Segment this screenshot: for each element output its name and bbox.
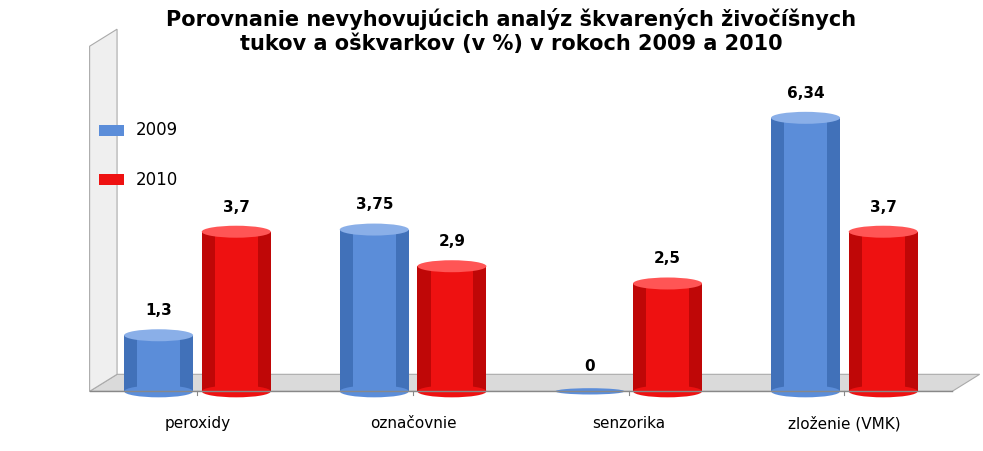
- Text: 2,5: 2,5: [654, 251, 681, 266]
- Ellipse shape: [202, 226, 270, 238]
- Text: 0: 0: [585, 359, 596, 374]
- Polygon shape: [473, 266, 487, 391]
- Polygon shape: [418, 266, 487, 391]
- Polygon shape: [340, 230, 409, 391]
- Polygon shape: [633, 284, 702, 391]
- Polygon shape: [180, 335, 193, 391]
- Polygon shape: [89, 29, 117, 391]
- Ellipse shape: [124, 385, 193, 397]
- Ellipse shape: [340, 224, 409, 235]
- Text: 3,7: 3,7: [870, 199, 896, 215]
- Text: 2,9: 2,9: [438, 234, 465, 249]
- Text: zloženie (VMK): zloženie (VMK): [788, 416, 900, 432]
- Ellipse shape: [124, 329, 193, 341]
- Ellipse shape: [848, 385, 918, 397]
- Text: 2010: 2010: [136, 170, 178, 189]
- Polygon shape: [99, 174, 124, 185]
- Polygon shape: [418, 266, 431, 391]
- Polygon shape: [904, 232, 918, 391]
- Text: peroxidy: peroxidy: [164, 416, 230, 431]
- Polygon shape: [202, 232, 270, 391]
- Polygon shape: [124, 335, 193, 391]
- Text: Porovnanie nevyhovujúcich analýz škvarených živočíšnych
tukov a oškvarkov (v %) : Porovnanie nevyhovujúcich analýz škvaren…: [166, 8, 856, 54]
- Ellipse shape: [418, 385, 487, 397]
- Ellipse shape: [340, 385, 409, 397]
- Polygon shape: [202, 232, 215, 391]
- Ellipse shape: [418, 260, 487, 272]
- Polygon shape: [633, 284, 646, 391]
- Text: 6,34: 6,34: [786, 86, 825, 101]
- Polygon shape: [89, 374, 980, 391]
- Ellipse shape: [633, 385, 702, 397]
- Polygon shape: [258, 232, 270, 391]
- Ellipse shape: [848, 226, 918, 238]
- Polygon shape: [99, 124, 124, 136]
- Text: 3,7: 3,7: [223, 199, 250, 215]
- Polygon shape: [771, 118, 840, 391]
- Text: 2009: 2009: [136, 121, 178, 139]
- Polygon shape: [848, 232, 918, 391]
- Text: 3,75: 3,75: [356, 198, 393, 212]
- Polygon shape: [689, 284, 702, 391]
- Polygon shape: [848, 232, 862, 391]
- Polygon shape: [396, 230, 409, 391]
- Polygon shape: [124, 335, 138, 391]
- Ellipse shape: [771, 112, 840, 124]
- Ellipse shape: [633, 277, 702, 290]
- Polygon shape: [827, 118, 840, 391]
- Text: senzorika: senzorika: [592, 416, 665, 431]
- Ellipse shape: [202, 385, 270, 397]
- Polygon shape: [771, 118, 784, 391]
- Text: označovnie: označovnie: [370, 416, 456, 431]
- Polygon shape: [340, 230, 353, 391]
- Text: 1,3: 1,3: [145, 303, 172, 318]
- Ellipse shape: [555, 388, 624, 395]
- Ellipse shape: [771, 385, 840, 397]
